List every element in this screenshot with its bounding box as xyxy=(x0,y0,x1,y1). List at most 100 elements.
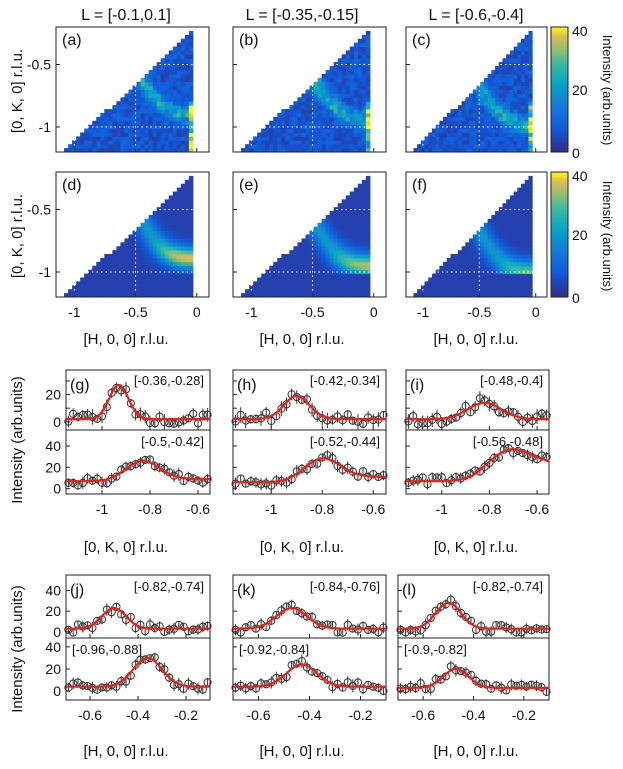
colorbar-bottom-tick-40: 40 xyxy=(572,168,588,184)
heatmap-cell xyxy=(431,273,437,278)
heatmap-cell xyxy=(528,246,533,251)
range-label: [-0.5,-0.42] xyxy=(141,434,204,449)
heatmap-cell xyxy=(443,293,448,298)
heatmap-cell xyxy=(80,132,85,137)
heatmap-cell xyxy=(164,281,170,286)
heatmap-cell xyxy=(188,226,194,232)
heatmap-cell xyxy=(188,175,194,181)
heatmap-cell xyxy=(76,136,81,141)
data-point xyxy=(131,660,140,669)
heatmap-cell xyxy=(184,93,190,98)
heatmap-cell xyxy=(345,85,351,90)
heatmap-cell xyxy=(309,250,315,255)
heatmap-cell xyxy=(491,238,496,243)
fit-curve xyxy=(233,606,386,630)
heatmap-cell xyxy=(361,257,367,263)
heatmap-cell xyxy=(164,261,170,267)
heatmap-cell xyxy=(281,144,286,149)
heatmap-cell xyxy=(443,273,448,278)
heatmap-cell xyxy=(289,136,294,141)
data-point xyxy=(267,616,276,625)
heatmap-cell xyxy=(180,69,186,75)
heatmap-cell xyxy=(180,54,186,59)
heatmap-cell xyxy=(152,246,158,251)
heatmap-cell xyxy=(120,257,125,263)
heatmap-cell xyxy=(76,281,81,286)
heatmap-cell xyxy=(156,109,162,114)
heatmap-cell xyxy=(124,261,129,267)
heatmap-cell xyxy=(513,105,518,110)
heatmap-cell xyxy=(517,73,522,79)
heatmap-cell xyxy=(365,203,371,208)
heatmap-cell xyxy=(349,132,355,137)
heatmap-cell xyxy=(301,124,306,130)
heatmap-cell xyxy=(524,50,529,55)
heatmap-cell xyxy=(144,140,150,145)
heatmap-cell xyxy=(108,289,113,294)
heatmap-cell xyxy=(495,144,500,149)
heatmap-cell xyxy=(317,238,323,243)
heatmap-cell xyxy=(104,293,109,298)
heatmap-cell xyxy=(353,77,359,83)
heatmap-cell xyxy=(188,128,194,133)
heatmap-cell xyxy=(528,277,533,282)
heatmap-cell xyxy=(172,144,178,149)
heatmap-cell xyxy=(321,230,327,235)
heatmap-cell xyxy=(491,230,496,235)
heatmap-cell xyxy=(152,218,158,224)
heatmap-cell xyxy=(172,81,178,87)
heatmap-cell xyxy=(365,112,371,118)
heatmap-cell xyxy=(108,116,113,122)
heatmap-cell xyxy=(257,285,262,290)
data-point xyxy=(155,412,164,421)
heatmap-cell xyxy=(357,230,363,235)
heatmap-cell xyxy=(108,254,113,259)
heatmap-cell xyxy=(100,128,105,133)
heatmap-cell xyxy=(357,203,363,208)
heatmap-cell xyxy=(341,265,347,271)
heatmap-cell xyxy=(517,140,522,145)
heatmap-cell xyxy=(108,281,113,286)
y-tick-label: 40 xyxy=(45,582,61,598)
heatmap-cell xyxy=(180,234,186,239)
heatmap-cell xyxy=(439,281,444,286)
heatmap-cell xyxy=(261,277,266,282)
heatmap-cell xyxy=(498,128,503,133)
heatmap-cell xyxy=(349,69,355,75)
heatmap-cell xyxy=(517,148,522,153)
heatmap-cell xyxy=(120,97,125,102)
heatmap-cell xyxy=(495,293,500,298)
heatmap-cell xyxy=(136,293,142,298)
heatmap-cell xyxy=(446,124,452,130)
heatmap-cell xyxy=(305,128,310,133)
heatmap-cell xyxy=(528,73,533,79)
cutsK-xlabel-2: [0, K, 0] r.l.u. xyxy=(260,539,344,556)
heatmap-cell xyxy=(152,293,158,298)
heatmap-cell xyxy=(265,281,270,286)
heatmap-cell xyxy=(325,265,331,271)
heatmap-cell xyxy=(483,85,489,90)
data-point xyxy=(112,383,121,393)
heatmap-cell xyxy=(333,250,339,255)
heatmap-cell xyxy=(180,254,186,259)
heatmap-cell xyxy=(301,112,306,118)
heatmap-cell xyxy=(128,105,133,110)
heatmap-cell xyxy=(104,254,109,259)
heatmap-cell xyxy=(337,69,343,75)
heatmap-cell xyxy=(180,42,186,48)
heatmap-cell xyxy=(345,132,351,137)
heatmap-cell xyxy=(337,203,343,208)
heatmap-cell xyxy=(301,128,306,133)
heatmap-cell xyxy=(443,261,448,267)
heatmap-cell xyxy=(269,124,274,130)
heatmap-cell xyxy=(329,140,335,145)
heatmap-cell xyxy=(321,148,327,153)
heatmap-cell xyxy=(513,277,518,282)
heatmap-cell xyxy=(164,254,170,259)
heatmap-cell xyxy=(180,77,186,83)
heatmap-cell xyxy=(293,112,298,118)
heatmap-cell xyxy=(297,116,302,122)
heatmap-cell xyxy=(140,101,146,106)
heatmap-cell xyxy=(132,254,138,259)
